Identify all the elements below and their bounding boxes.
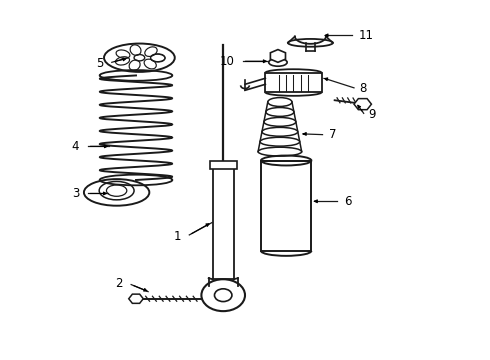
Text: 5: 5 — [96, 57, 103, 69]
Bar — [210, 161, 237, 169]
Text: 3: 3 — [72, 187, 79, 200]
Text: 11: 11 — [359, 29, 374, 42]
Text: 7: 7 — [329, 128, 336, 141]
Bar — [266, 73, 321, 92]
Text: 8: 8 — [359, 82, 366, 95]
Text: 2: 2 — [116, 277, 123, 290]
Bar — [261, 161, 311, 251]
Text: 9: 9 — [368, 108, 376, 121]
Text: 1: 1 — [173, 230, 181, 243]
Bar — [213, 164, 234, 279]
Text: 6: 6 — [344, 195, 352, 208]
Text: 4: 4 — [72, 140, 79, 153]
Text: 10: 10 — [220, 55, 234, 68]
